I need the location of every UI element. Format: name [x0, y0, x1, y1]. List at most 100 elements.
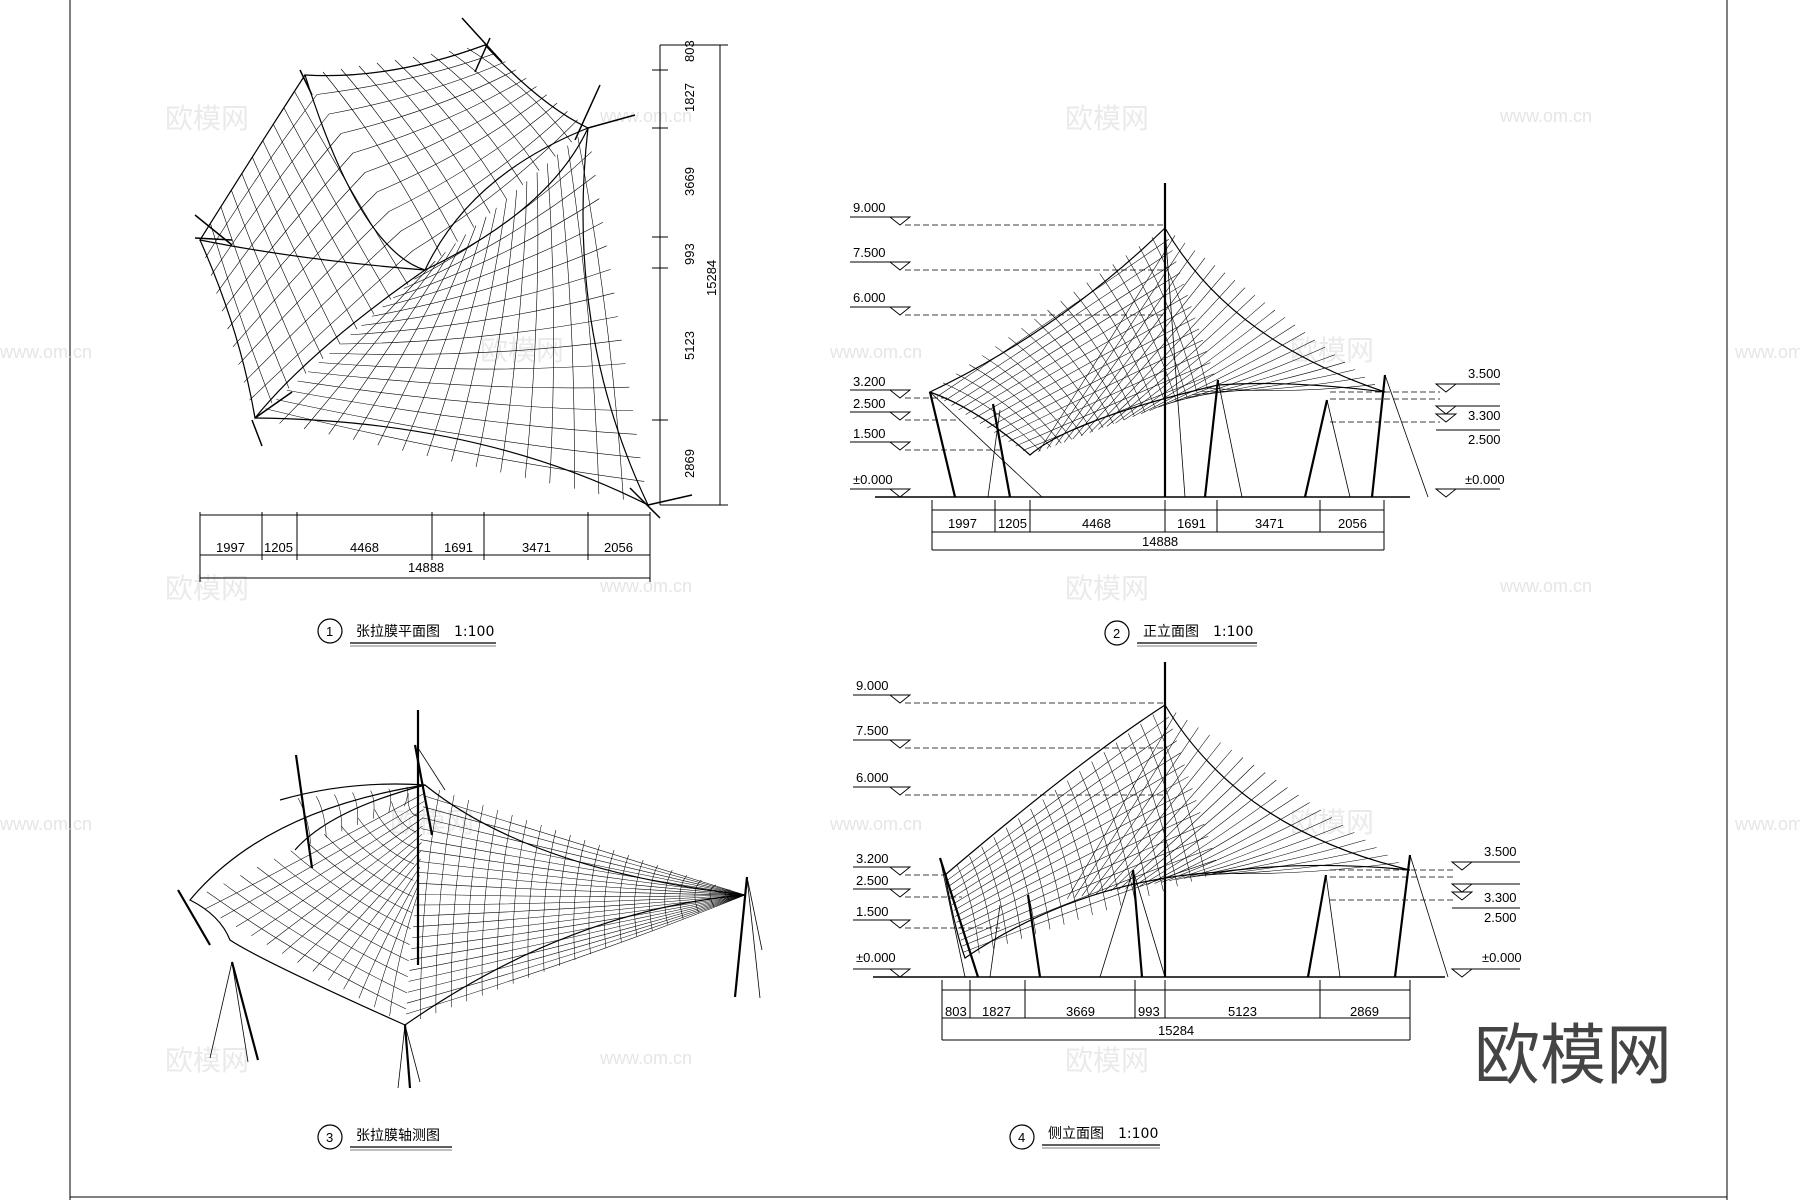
side-level-label: 2.500	[1484, 910, 1517, 925]
watermark-brand: 欧模网	[165, 1044, 249, 1077]
plan-dim-label: 993	[682, 243, 697, 265]
front-level-label: 2.500	[1468, 432, 1501, 447]
front-dim-label: 1997	[948, 516, 977, 531]
sheet-frame	[69, 0, 1728, 1200]
front-dim-label: 1205	[998, 516, 1027, 531]
side-left-levels: 9.000 7.500 6.000 3.200 2.500 1.500 ±0.0…	[856, 678, 896, 965]
axon-title: 张拉膜轴测图	[356, 1128, 440, 1144]
front-right-levels: 3.500 3.300 2.500 ±0.000	[1465, 366, 1505, 487]
front-level-label: 3.300	[1468, 408, 1501, 423]
side-bottom-dimensions: 803 1827 3669 993 5123 2869 15284	[945, 1004, 1379, 1038]
watermark-brand: 欧模网	[1290, 334, 1374, 367]
plan-dim-total: 15284	[704, 260, 719, 296]
plan-dim-label: 2056	[604, 540, 633, 555]
side-scale: 1:100	[1118, 1126, 1158, 1142]
side-level-label: 6.000	[856, 770, 889, 785]
side-index: 4	[1018, 1130, 1025, 1145]
front-title: 正立面图	[1143, 624, 1199, 640]
watermark-url: www.om.cn	[599, 1048, 692, 1068]
watermark-brand: 欧模网	[1290, 806, 1374, 839]
front-level-label: 9.000	[853, 200, 886, 215]
plan-title: 张拉膜平面图	[356, 624, 440, 640]
side-title: 侧立面图	[1048, 1126, 1104, 1142]
plan-dim-label: 2869	[682, 449, 697, 478]
side-level-label: 9.000	[856, 678, 889, 693]
side-dim-label: 803	[945, 1004, 967, 1019]
front-left-levels: 9.000 7.500 6.000 3.200 2.500 1.500 ±0.0…	[853, 200, 893, 487]
plan-right-dimensions: 803 1827 3669 993 5123 2869 15284	[682, 40, 719, 478]
plan-dim-label: 1827	[682, 83, 697, 112]
watermark-url: www.om.cn	[829, 814, 922, 834]
watermark-brand: 欧模网	[1065, 572, 1149, 605]
plan-dim-label: 3669	[682, 167, 697, 196]
side-level-label: ±0.000	[1482, 950, 1522, 965]
front-scale: 1:100	[1213, 624, 1253, 640]
side-level-label: 3.300	[1484, 890, 1517, 905]
front-level-label: 6.000	[853, 290, 886, 305]
side-dim-label: 993	[1138, 1004, 1160, 1019]
watermark-url: www.om.cn	[599, 576, 692, 596]
watermark-brand: 欧模网	[1065, 1044, 1149, 1077]
plan-dim-total: 14888	[408, 560, 444, 575]
plan-dim-label: 3471	[522, 540, 551, 555]
side-dim-label: 1827	[982, 1004, 1011, 1019]
front-index: 2	[1113, 626, 1120, 641]
watermark-brand: 欧模网	[165, 572, 249, 605]
axonometric-view	[177, 710, 763, 1089]
front-level-label: ±0.000	[853, 472, 893, 487]
front-dim-total: 14888	[1142, 534, 1178, 549]
front-level-label: 2.500	[853, 396, 886, 411]
brand-logo: 欧模网	[1474, 1017, 1672, 1094]
plan-dim-label: 1997	[216, 540, 245, 555]
plan-bottom-dimensions: 1997 1205 4468 1691 3471 2056 14888	[216, 540, 633, 575]
watermark-url: www.om.cn	[0, 814, 92, 834]
plan-view	[194, 17, 728, 582]
front-bottom-dimensions: 1997 1205 4468 1691 3471 2056 14888	[948, 516, 1367, 549]
side-level-label: ±0.000	[856, 950, 896, 965]
plan-dim-label: 5123	[682, 331, 697, 360]
side-dim-total: 15284	[1158, 1023, 1194, 1038]
front-dim-label: 1691	[1177, 516, 1206, 531]
side-dim-label: 2869	[1350, 1004, 1379, 1019]
axon-index: 3	[326, 1130, 333, 1145]
axon-membrane-mesh	[205, 786, 746, 1020]
plan-index: 1	[326, 624, 333, 639]
front-level-label: 7.500	[853, 245, 886, 260]
front-level-label: 3.200	[853, 374, 886, 389]
front-level-label: 3.500	[1468, 366, 1501, 381]
plan-dim-label: 1205	[264, 540, 293, 555]
watermark-url: www.om.cn	[1499, 576, 1592, 596]
front-level-label: 1.500	[853, 426, 886, 441]
watermark-brand: 欧模网	[165, 102, 249, 135]
plan-membrane-mesh	[205, 47, 645, 500]
watermark-url: www.om.cn	[829, 342, 922, 362]
side-level-label: 3.500	[1484, 844, 1517, 859]
side-dim-label: 3669	[1066, 1004, 1095, 1019]
front-membrane-mesh	[936, 235, 1376, 452]
side-title-block: 4 侧立面图 1:100	[1009, 1124, 1160, 1150]
front-title-block: 2 正立面图 1:100	[1104, 620, 1257, 647]
plan-dim-label: 4468	[350, 540, 379, 555]
watermark-brand: 欧模网	[1065, 102, 1149, 135]
plan-dim-label: 1691	[444, 540, 473, 555]
side-dim-label: 5123	[1228, 1004, 1257, 1019]
side-level-label: 1.500	[856, 904, 889, 919]
side-level-label: 7.500	[856, 723, 889, 738]
plan-scale: 1:100	[454, 624, 494, 640]
watermark-url: www.om.cn	[599, 106, 692, 126]
watermark-layer: 欧模网 www.om.cn 欧模网 www.om.cn www.om.cn 欧模…	[0, 102, 1800, 1094]
plan-title-block: 1 张拉膜平面图 1:100	[317, 618, 496, 647]
watermark-url: www.om.cn	[1734, 814, 1800, 834]
side-level-label: 3.200	[856, 851, 889, 866]
side-right-levels: 3.500 3.300 2.500 ±0.000	[1482, 844, 1522, 965]
axon-title-block: 3 张拉膜轴测图	[317, 1124, 452, 1151]
front-dim-label: 3471	[1255, 516, 1284, 531]
front-level-label: ±0.000	[1465, 472, 1505, 487]
watermark-url: www.om.cn	[1499, 106, 1592, 126]
side-elevation	[853, 662, 1520, 1041]
watermark-url: www.om.cn	[0, 342, 92, 362]
side-level-label: 2.500	[856, 873, 889, 888]
front-dim-label: 2056	[1338, 516, 1367, 531]
watermark-url: www.om.cn	[1734, 342, 1800, 362]
